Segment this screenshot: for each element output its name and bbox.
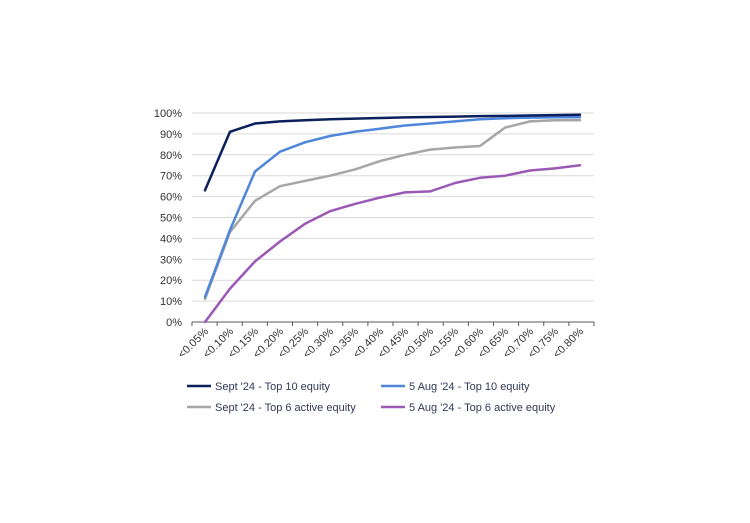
y-tick-label: 90% [160,129,182,141]
y-tick-label: 30% [160,254,182,266]
y-tick-label: 50% [160,213,182,225]
legend: Sept '24 - Top 10 equity 5 Aug '24 - Top … [187,381,556,414]
axes: 0%10%20%30%40%50%60%70%80%90%100%<0.05%<… [154,108,595,361]
y-tick-label: 20% [160,275,182,287]
y-tick-label: 100% [154,108,182,120]
y-tick-label: 70% [160,171,182,183]
legend-label-2: Sept '24 - Top 6 active equity [215,402,356,414]
series-lines [203,113,582,324]
y-tick-label: 80% [160,150,182,162]
series-line-3 [203,164,582,324]
series-line-2 [203,119,582,301]
legend-label-3: 5 Aug '24 - Top 6 active equity [409,402,556,414]
gridlines [192,112,594,302]
legend-label-1: 5 Aug '24 - Top 10 equity [409,381,530,393]
series-line-0 [203,113,582,192]
y-tick-label: 0% [166,317,182,329]
y-tick-label: 40% [160,233,182,245]
y-tick-label: 60% [160,192,182,204]
y-tick-label: 10% [160,296,182,308]
series-line-1 [203,115,582,299]
legend-label-0: Sept '24 - Top 10 equity [215,381,331,393]
